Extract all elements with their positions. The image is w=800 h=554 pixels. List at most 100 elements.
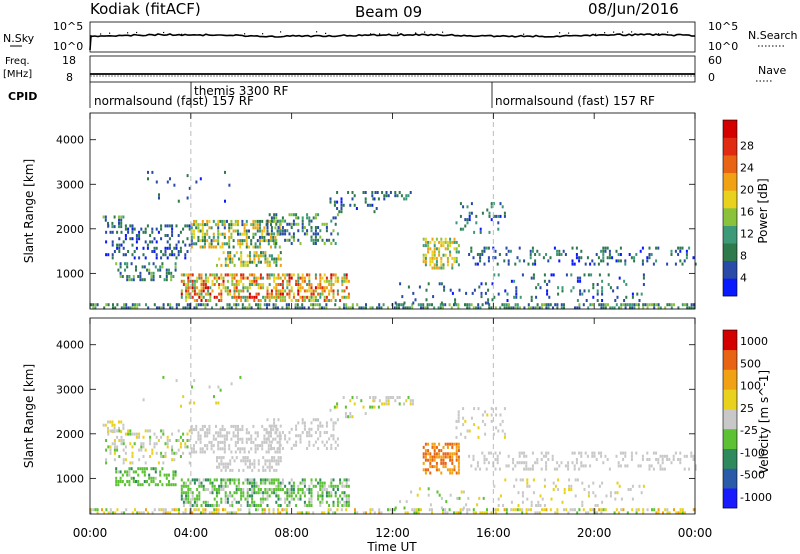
scatter-cell (246, 459, 249, 463)
scatter-cell (197, 434, 200, 438)
scatter-cell (499, 423, 502, 427)
scatter-cell (135, 432, 138, 436)
scatter-cell (245, 431, 248, 435)
scatter-cell (592, 283, 595, 286)
scatter-cell (655, 303, 658, 307)
scatter-cell (328, 279, 331, 283)
scatter-cell (648, 464, 651, 468)
scatter-cell (330, 494, 333, 498)
scatter-cell (259, 444, 261, 448)
scatter-cell (243, 232, 246, 236)
scatter-cell (476, 461, 479, 465)
scatter-cell (141, 278, 144, 282)
scatter-cell (166, 442, 169, 446)
scatter-cell (153, 432, 156, 436)
scatter-cell (185, 283, 188, 286)
scatter-cell (686, 303, 689, 307)
scatter-cell (224, 508, 227, 512)
scatter-cell (310, 494, 313, 498)
scatter-cell (233, 254, 236, 258)
scatter-cell (239, 508, 242, 512)
scatter-cell (438, 493, 441, 497)
scatter-cell (224, 289, 227, 293)
scatter-cell (470, 416, 473, 420)
scatter-cell (330, 283, 333, 286)
scatter-cell (193, 450, 195, 454)
scatter-cell (279, 497, 282, 501)
scatter-cell (234, 229, 237, 233)
scatter-cell (131, 237, 134, 241)
scatter-cell (292, 219, 295, 223)
scatter-cell (198, 295, 201, 299)
scatter-cell (472, 508, 475, 512)
scatter-cell (459, 432, 462, 436)
scatter-cell (196, 286, 199, 290)
scatter-cell (510, 500, 513, 504)
scatter-cell (226, 289, 229, 293)
scatter-cell (217, 440, 220, 444)
scatter-cell (377, 405, 380, 409)
scatter-cell (179, 250, 182, 253)
scatter-cell (264, 254, 267, 258)
scatter-cell (270, 440, 273, 444)
scatter-cell (242, 494, 245, 498)
scatter-cell (261, 219, 264, 223)
scatter-cell (442, 465, 445, 469)
scatter-cell (475, 306, 477, 310)
scatter-cell (394, 191, 397, 194)
scatter-cell (244, 497, 247, 501)
scatter-cell (561, 500, 564, 504)
scatter-cell (221, 223, 224, 227)
scatter-cell (250, 437, 253, 441)
scatter-cell (483, 461, 486, 465)
scatter-cell (606, 256, 609, 260)
scatter-cell (204, 504, 207, 507)
colorbar-swatch (723, 137, 737, 156)
scatter-cell (283, 508, 286, 512)
scatter-cell (201, 239, 204, 243)
scatter-cell (120, 215, 123, 219)
scatter-cell (227, 465, 229, 469)
scatter-cell (262, 465, 265, 469)
scatter-cell (153, 250, 156, 253)
scatter-cell (464, 224, 467, 228)
scatter-cell (406, 306, 409, 310)
scatter-cell (279, 504, 282, 507)
scatter-cell (545, 464, 548, 468)
scatter-cell (273, 488, 276, 491)
scatter-cell (113, 442, 116, 446)
scatter-cell (422, 244, 425, 248)
scatter-cell (171, 253, 174, 257)
scatter-cell (663, 454, 666, 458)
scatter-cell (592, 491, 595, 495)
colorbar-swatch (723, 409, 737, 430)
scatter-cell (264, 299, 267, 302)
scatter-cell (270, 447, 273, 450)
scatter-cell (204, 239, 206, 243)
scatter-cell (453, 247, 456, 251)
scatter-cell (268, 213, 271, 217)
scatter-cell (229, 481, 232, 485)
scatter-cell (104, 215, 107, 219)
scatter-cell (224, 170, 226, 174)
scatter-cell (308, 497, 311, 501)
scatter-cell (209, 478, 212, 482)
scatter-cell (103, 306, 106, 310)
scatter-cell (321, 222, 324, 226)
scatter-cell (288, 488, 291, 491)
scatter-cell (301, 273, 304, 277)
scatter-cell (245, 232, 248, 236)
scatter-cell (317, 299, 320, 302)
scatter-cell (347, 504, 350, 507)
scatter-cell (307, 306, 310, 310)
scatter-cell (279, 437, 282, 441)
scatter-cell (217, 223, 220, 227)
scatter-cell (347, 292, 350, 296)
scatter-cell (239, 242, 242, 246)
scatter-cell (116, 243, 119, 247)
scatter-cell (310, 421, 313, 425)
scatter-cell (453, 256, 456, 260)
scatter-cell (619, 246, 622, 250)
scatter-cell (268, 273, 271, 277)
scatter-cell (246, 260, 249, 264)
